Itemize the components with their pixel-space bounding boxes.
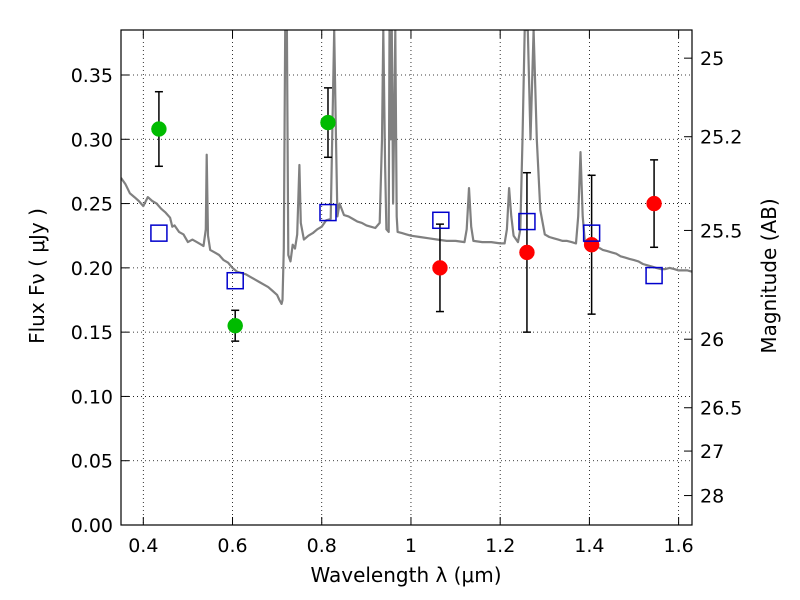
spectrum-line (121, 30, 692, 305)
y-axis-label: Flux Fν ( μJy ) (25, 208, 49, 344)
y-tick-label: 0.25 (71, 194, 113, 216)
photometry-points (150, 87, 663, 342)
x-tick-label: 0.8 (307, 535, 337, 557)
model-point (518, 212, 536, 231)
model-point (226, 271, 244, 290)
model-point (582, 224, 601, 242)
y-tick-label: 0.15 (71, 322, 113, 344)
y2-tick-label: 28 (700, 486, 724, 508)
y2-tick-label: 26 (700, 329, 724, 351)
y2-tick-label: 25.2 (700, 127, 742, 149)
data-point (151, 121, 167, 137)
model-point (150, 224, 168, 242)
data-point (432, 260, 448, 276)
x-axis-label: Wavelength λ (μm) (310, 563, 501, 587)
model-point (645, 266, 663, 285)
y2-tick-label: 25 (700, 48, 724, 70)
x-tick-label: 1 (405, 535, 417, 557)
axis-ticks: 0.4 0.6 0.8 1 1.2 1.4 1.6 0.00 0.05 0.10 0.15 0.20 0… (71, 30, 742, 557)
x-tick-label: 1.6 (664, 535, 694, 557)
y-tick-label: 0.20 (71, 258, 113, 280)
x-tick-label: 0.6 (217, 535, 247, 557)
x-tick-label: 1.2 (485, 535, 515, 557)
grid-lines (121, 30, 692, 526)
model-point (432, 211, 450, 230)
data-point (320, 114, 336, 131)
x-tick-label: 1.4 (574, 535, 604, 557)
model-spectrum (121, 30, 692, 305)
plot-frame (120, 29, 693, 526)
data-point (519, 244, 535, 261)
y2-tick-label: 27 (700, 441, 724, 463)
y-tick-label: 0.10 (71, 386, 113, 408)
data-point (227, 317, 243, 334)
y-tick-label: 0.30 (71, 129, 113, 151)
data-point (646, 195, 662, 212)
x-tick-label: 0.4 (128, 535, 158, 557)
model-point (319, 203, 337, 222)
y2-axis-label: Magnitude (AB) (757, 198, 781, 353)
y-tick-label: 0.05 (71, 451, 113, 473)
y2-tick-label: 25.5 (700, 220, 742, 242)
data-point (583, 236, 600, 253)
y2-tick-label: 26.5 (700, 398, 742, 420)
y-tick-label: 0.35 (71, 65, 113, 87)
y-tick-label: 0.00 (71, 515, 113, 537)
